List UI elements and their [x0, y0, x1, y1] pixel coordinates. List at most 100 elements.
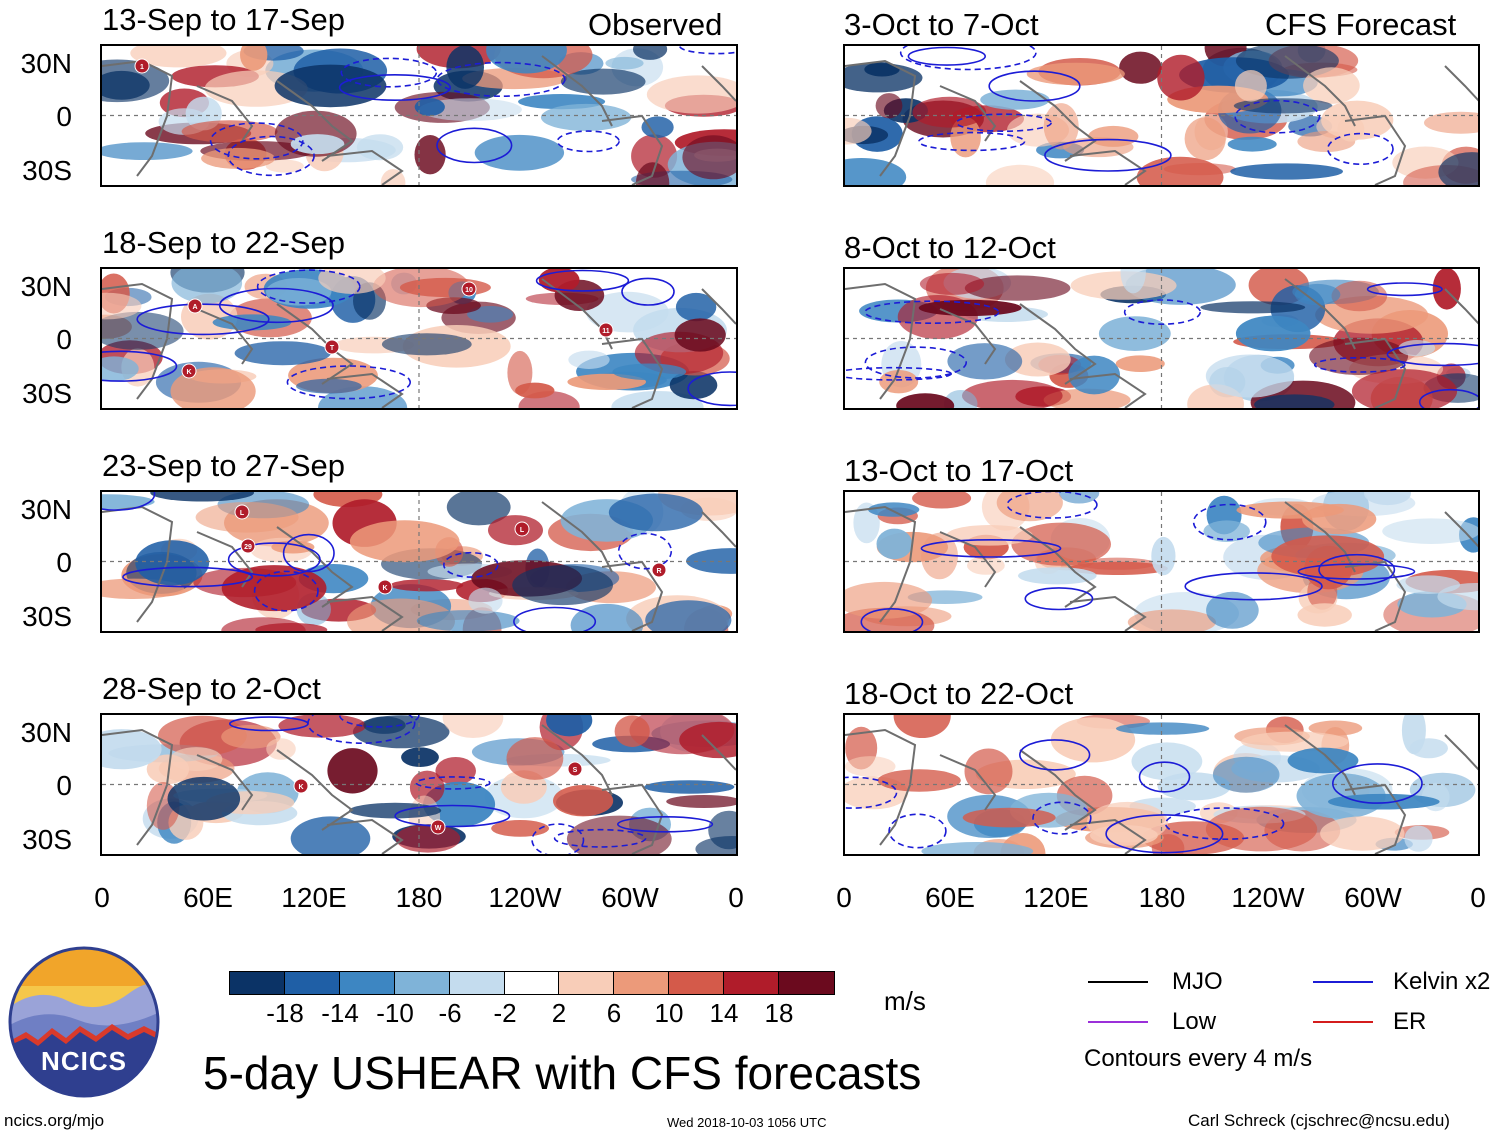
shear-anomaly	[1157, 772, 1231, 801]
x-tick: 0	[94, 882, 110, 913]
shear-anomaly	[912, 492, 972, 509]
shear-anomaly	[1432, 269, 1461, 310]
shear-anomaly	[1364, 492, 1411, 506]
shear-map	[845, 715, 1478, 854]
shear-anomaly	[1235, 315, 1311, 352]
colorbar-segment	[724, 972, 780, 994]
shear-anomaly	[1234, 70, 1267, 102]
shear-anomaly	[1131, 742, 1203, 781]
shear-anomaly	[666, 795, 736, 808]
shear-anomaly	[373, 269, 470, 308]
shear-anomaly	[1004, 342, 1071, 377]
shear-anomaly	[318, 269, 386, 294]
panel-period-label: 13-Sep to 17-Sep	[102, 2, 346, 37]
y-tick-eq: 0	[56, 101, 72, 132]
storm-label: 1	[140, 64, 144, 71]
shear-anomaly	[896, 393, 955, 408]
shear-anomaly	[560, 68, 646, 95]
storm-marker	[187, 298, 203, 314]
shear-anomaly	[446, 492, 511, 526]
storm-label: L	[520, 527, 525, 534]
shear-anomaly	[1297, 603, 1352, 627]
storm-label: 10	[465, 287, 473, 294]
shear-anomaly	[1115, 355, 1165, 372]
shear-anomaly	[102, 292, 142, 320]
shear-anomaly	[266, 278, 332, 306]
shear-anomaly	[919, 272, 985, 295]
shear-anomaly	[240, 46, 268, 71]
map-panel: K W S	[100, 713, 738, 856]
footer-url[interactable]: ncics.org/mjo	[4, 1111, 105, 1130]
shear-anomaly	[1050, 717, 1136, 763]
x-tick: 120W	[1231, 882, 1305, 913]
shear-anomaly	[1116, 722, 1210, 735]
colorbar-tick: -14	[321, 998, 359, 1028]
map-panel: 1	[100, 44, 738, 187]
shear-anomaly	[962, 379, 1063, 408]
shear-anomaly	[349, 520, 460, 563]
x-tick: 0	[728, 882, 744, 913]
colorbar-segment	[559, 972, 615, 994]
storm-label: R	[656, 568, 661, 575]
shear-anomaly	[1235, 46, 1339, 79]
colorbar-segment	[669, 972, 725, 994]
colorbar-segment	[394, 972, 450, 994]
y-tick-30s: 30S	[22, 378, 72, 409]
y-tick-30n: 30N	[20, 48, 72, 79]
shear-anomaly	[102, 729, 162, 770]
shear-anomaly	[674, 318, 726, 352]
map-panel: 29 K L R L	[100, 490, 738, 633]
colorbar-ticks: -18 -14 -10 -6 -2 2 6 10 14 18	[230, 1000, 834, 1030]
storm-marker	[234, 504, 250, 520]
shear-anomaly	[1303, 67, 1360, 104]
shear-anomaly	[669, 371, 718, 400]
shear-anomaly	[546, 715, 593, 737]
legend-line-low	[1088, 1021, 1148, 1023]
shear-anomaly	[1058, 492, 1100, 504]
shear-anomaly	[506, 737, 564, 780]
shear-anomaly	[135, 540, 210, 586]
legend-label-mjo: MJO	[1172, 968, 1223, 995]
shear-anomaly	[708, 810, 736, 850]
shear-anomaly	[467, 306, 514, 323]
shear-map	[845, 46, 1478, 185]
shear-anomaly	[614, 715, 650, 747]
colorbar-tick: -6	[438, 998, 462, 1028]
panel-period-label: 18-Sep to 22-Sep	[102, 225, 346, 260]
shear-anomaly	[130, 46, 227, 68]
x-tick: 120E	[1023, 882, 1089, 913]
shear-anomaly	[416, 610, 520, 631]
storm-marker	[461, 281, 477, 297]
colorbar-segment	[449, 972, 505, 994]
shear-anomaly	[356, 134, 404, 161]
x-tick: 0	[1470, 882, 1486, 913]
map-panel: A T 10 11 K	[100, 267, 738, 410]
y-tick-30n: 30N	[20, 494, 72, 525]
shear-anomaly	[442, 715, 504, 738]
shear-anomaly	[1205, 806, 1318, 852]
legend-line-kelvin	[1313, 981, 1373, 983]
footer-credit: Carl Schreck (cjschrec@ncsu.edu)	[1188, 1111, 1450, 1130]
colorbar-units: m/s	[884, 986, 926, 1016]
shear-anomaly	[1098, 316, 1171, 351]
storm-marker	[293, 778, 309, 794]
shear-anomaly	[486, 46, 567, 74]
shear-map	[845, 492, 1478, 631]
shear-anomaly	[1043, 388, 1131, 408]
legend-label-er: ER	[1393, 1008, 1427, 1035]
observed-header: Observed	[588, 7, 723, 42]
shear-anomaly	[1254, 394, 1335, 408]
shear-anomaly	[515, 382, 555, 399]
shear-anomaly	[1086, 801, 1169, 843]
shear-anomaly	[646, 75, 736, 114]
shear-anomaly	[290, 816, 371, 854]
storm-label: K	[382, 585, 387, 592]
shear-anomaly	[390, 579, 464, 592]
panel-period-label: 3-Oct to 7-Oct	[844, 7, 1039, 42]
legend-label-low: Low	[1172, 1008, 1217, 1035]
shear-anomaly	[1151, 536, 1176, 576]
shear-anomaly	[568, 350, 610, 369]
panel-period-label: 23-Sep to 27-Sep	[102, 448, 346, 483]
y-tick-30n: 30N	[20, 717, 72, 748]
shear-anomaly	[1294, 283, 1341, 306]
